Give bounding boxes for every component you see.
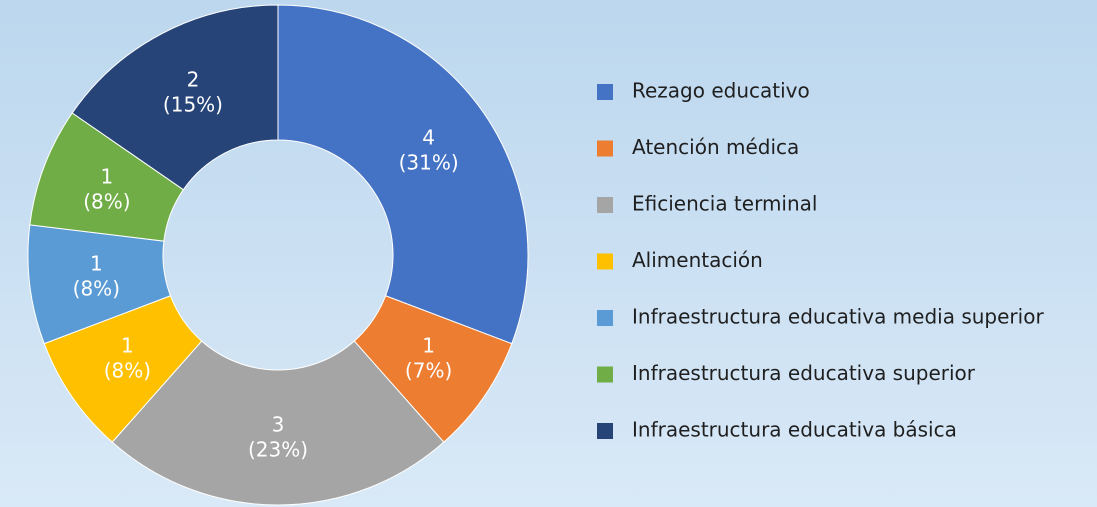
data-label: 1 <box>90 252 103 276</box>
data-label: 1 <box>101 165 114 189</box>
legend: Rezago educativo Atención médica Eficienci… <box>597 79 1044 442</box>
data-label: (15%) <box>163 92 223 116</box>
legend-label: Infraestructura educativa superior <box>632 361 976 385</box>
data-label: (7%) <box>405 358 452 382</box>
legend-swatch <box>597 366 613 383</box>
data-label: (8%) <box>104 358 151 382</box>
legend-swatch <box>597 84 613 100</box>
data-label: (23%) <box>248 438 308 462</box>
data-label: 4 <box>422 126 435 150</box>
legend-swatch <box>597 253 613 270</box>
legend-label: Atención médica <box>632 135 799 159</box>
donut-slice <box>277 4 529 345</box>
legend-label: Infraestructura educativa media superior <box>632 305 1044 329</box>
legend-label: Rezago educativo <box>632 79 810 103</box>
legend-swatch <box>597 140 613 157</box>
donut-slice <box>111 340 445 506</box>
donut-slice <box>71 4 279 191</box>
legend-swatch <box>597 423 613 439</box>
data-label: (8%) <box>83 190 130 214</box>
legend-swatch <box>597 310 613 326</box>
legend-swatch <box>597 197 613 213</box>
data-label: (31%) <box>399 151 459 175</box>
data-label: (8%) <box>73 277 120 301</box>
data-label: 3 <box>272 413 285 437</box>
data-label: 1 <box>422 333 435 357</box>
legend-label: Eficiencia terminal <box>632 192 817 216</box>
data-label: 2 <box>187 67 200 91</box>
data-label: 1 <box>121 333 134 357</box>
legend-label: Infraestructura educativa básica <box>632 418 957 442</box>
legend-label: Alimentación <box>632 248 763 272</box>
